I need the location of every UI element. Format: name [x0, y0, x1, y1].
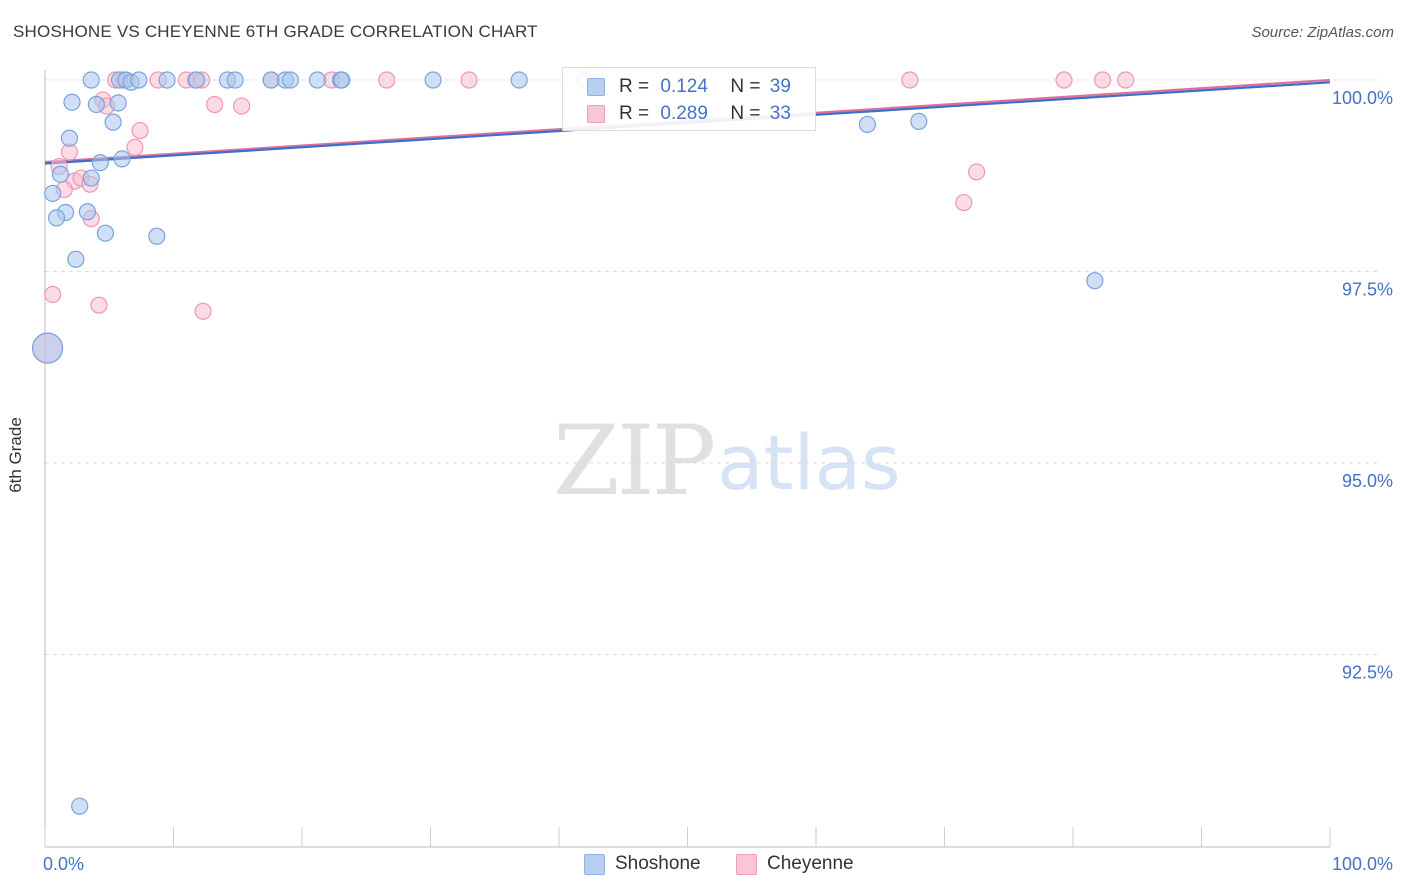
shoshone-point [96, 224, 114, 242]
n-label: N = [730, 76, 761, 97]
cheyenne-point [968, 163, 986, 181]
x-tick-label: 0.0% [43, 854, 84, 874]
shoshone-point [113, 150, 131, 168]
cheyenne-point [1117, 71, 1135, 89]
shoshone-point [281, 71, 300, 89]
shoshone-point [47, 209, 66, 227]
y-tick-label: 95.0% [1342, 471, 1393, 491]
shoshone-point [333, 71, 351, 89]
shoshone-point [87, 95, 106, 114]
shoshone-point [510, 71, 528, 89]
shoshone-point [67, 250, 85, 268]
shoshone-point [158, 71, 176, 89]
shoshone-point [82, 71, 100, 89]
shoshone-point [130, 71, 148, 89]
shoshone-point [51, 165, 70, 183]
shoshone-point [82, 169, 100, 187]
r-label: R = [619, 103, 650, 124]
shoshone-legend-swatch [584, 853, 605, 875]
cheyenne-point [460, 71, 478, 89]
cheyenne-point [1055, 71, 1073, 89]
shoshone-point [308, 71, 327, 89]
cheyenne-point [1093, 71, 1112, 89]
watermark-zip: ZIP [553, 405, 716, 517]
shoshone-point [910, 112, 928, 130]
shoshone-point [858, 115, 877, 134]
shoshone-point [91, 154, 109, 172]
cheyenne-point [131, 121, 149, 140]
shoshone-point [60, 129, 79, 147]
shoshone-point [148, 227, 166, 245]
shoshone-point [63, 93, 81, 111]
cheyenne-legend-swatch [736, 853, 757, 875]
cheyenne-legend-label: Cheyenne [767, 853, 854, 874]
n-label: N = [730, 103, 761, 124]
y-tick-label: 97.5% [1342, 280, 1393, 300]
shoshone-n-value: 39 [769, 76, 791, 97]
cheyenne-swatch [587, 105, 605, 123]
shoshone-point [109, 94, 127, 112]
data-points [31, 71, 1135, 815]
shoshone-r-value: 0.124 [660, 76, 708, 97]
shoshone-point [226, 71, 244, 89]
shoshone-legend-label: Shoshone [615, 853, 701, 874]
gridlines [45, 79, 1380, 655]
bottom-legend-shoshone: Shoshone [584, 851, 701, 877]
cheyenne-point [378, 71, 396, 89]
cheyenne-point [126, 138, 144, 157]
legend-row-shoshone: R = 0.124 N = 39 [587, 75, 791, 99]
y-axis-label: 6th Grade [6, 417, 25, 493]
shoshone-point [104, 113, 122, 131]
shoshone-point [424, 71, 442, 89]
axes [44, 70, 1331, 848]
cheyenne-point [233, 97, 251, 115]
shoshone-point [1086, 272, 1104, 290]
cheyenne-point [90, 296, 108, 314]
chart-title: SHOSHONE VS CHEYENNE 6TH GRADE CORRELATI… [13, 22, 538, 41]
x-tick-label: 100.0% [1332, 854, 1393, 874]
tick-labels: 100.0% 97.5% 95.0% 92.5% 0.0% 100.0% [43, 88, 1393, 874]
shoshone-swatch [587, 78, 605, 96]
shoshone-point [71, 797, 89, 815]
y-tick-label: 92.5% [1342, 663, 1393, 683]
source-credit: Source: ZipAtlas.com [1251, 24, 1394, 41]
cheyenne-n-value: 33 [769, 103, 791, 124]
shoshone-point [44, 184, 62, 202]
y-tick-label: 100.0% [1332, 88, 1393, 108]
cheyenne-point [955, 193, 973, 212]
bottom-legend-cheyenne: Cheyenne [736, 851, 854, 877]
shoshone-point [188, 71, 206, 89]
cheyenne-point [44, 285, 62, 304]
shoshone-point [31, 332, 64, 364]
cheyenne-r-value: 0.289 [660, 103, 708, 124]
cheyenne-point [206, 95, 224, 114]
r-label: R = [619, 76, 650, 97]
shoshone-point [78, 203, 97, 221]
cheyenne-point [901, 71, 919, 89]
cheyenne-point [194, 302, 212, 320]
legend-row-cheyenne: R = 0.289 N = 33 [587, 102, 791, 126]
stats-legend: R = 0.124 N = 39 R = 0.289 N = 33 [562, 67, 816, 131]
